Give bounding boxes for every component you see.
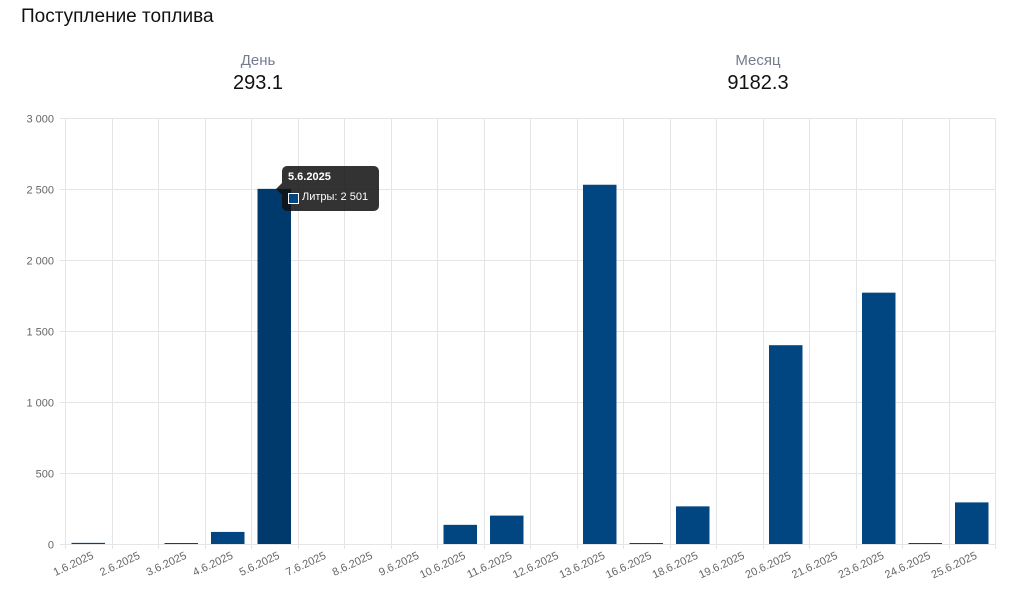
bar [769, 345, 803, 544]
stat-month-label: Месяц [735, 52, 781, 69]
x-tick-label: 16.6.2025 [604, 550, 653, 582]
x-tick-label: 23.6.2025 [837, 550, 886, 582]
x-tick-label: 3.6.2025 [145, 550, 189, 579]
x-tick-label: 21.6.2025 [790, 550, 839, 582]
y-tick-label: 2 500 [26, 185, 54, 197]
x-tick-label: 24.6.2025 [883, 550, 932, 582]
bar [583, 184, 617, 545]
page-title: Поступление топлива [21, 6, 214, 27]
stat-day: День 293.1 [158, 52, 358, 95]
bar [629, 543, 663, 544]
stat-day-label: День [240, 52, 276, 69]
x-tick-label: 12.6.2025 [511, 550, 560, 582]
x-tick-label: 4.6.2025 [191, 550, 235, 579]
stat-month: Месяц 9182.3 [658, 52, 858, 95]
x-tick-label: 25.6.2025 [930, 550, 979, 582]
bar [71, 542, 105, 544]
x-tick-label: 1.6.2025 [52, 550, 96, 579]
x-tick-label: 19.6.2025 [697, 550, 746, 582]
y-tick-label: 500 [36, 469, 54, 481]
y-tick-label: 3 000 [26, 114, 54, 126]
tooltip-color-swatch [288, 193, 299, 204]
bar [443, 524, 477, 544]
bar [164, 543, 198, 544]
bar [490, 515, 524, 544]
y-tick-label: 0 [48, 540, 54, 552]
x-tick-label: 18.6.2025 [651, 550, 700, 582]
x-tick-label: 7.6.2025 [284, 550, 328, 579]
y-tick-label: 2 000 [26, 256, 54, 268]
tooltip-label: Литры: 2 501 [302, 191, 369, 203]
bar [862, 292, 896, 544]
x-tick-label: 10.6.2025 [418, 550, 467, 582]
x-tick-label: 9.6.2025 [377, 550, 421, 579]
x-tick-label: 5.6.2025 [238, 550, 282, 579]
x-tick-label: 2.6.2025 [98, 550, 142, 579]
chart-tooltip: 5.6.2025 Литры: 2 501 [276, 166, 379, 211]
bar [676, 506, 710, 544]
x-tick-label: 13.6.2025 [558, 550, 607, 582]
bar [211, 531, 245, 544]
x-tick-label: 8.6.2025 [331, 550, 375, 579]
stat-month-value: 9182.3 [727, 72, 789, 94]
y-tick-label: 1 500 [26, 327, 54, 339]
bar [955, 502, 989, 544]
tooltip-title: 5.6.2025 [288, 171, 331, 183]
stat-day-value: 293.1 [232, 72, 284, 94]
bar [257, 188, 291, 544]
x-tick-label: 20.6.2025 [744, 550, 793, 582]
x-tick-label: 11.6.2025 [465, 550, 514, 581]
bar [908, 543, 942, 544]
y-tick-label: 1 000 [26, 398, 54, 410]
